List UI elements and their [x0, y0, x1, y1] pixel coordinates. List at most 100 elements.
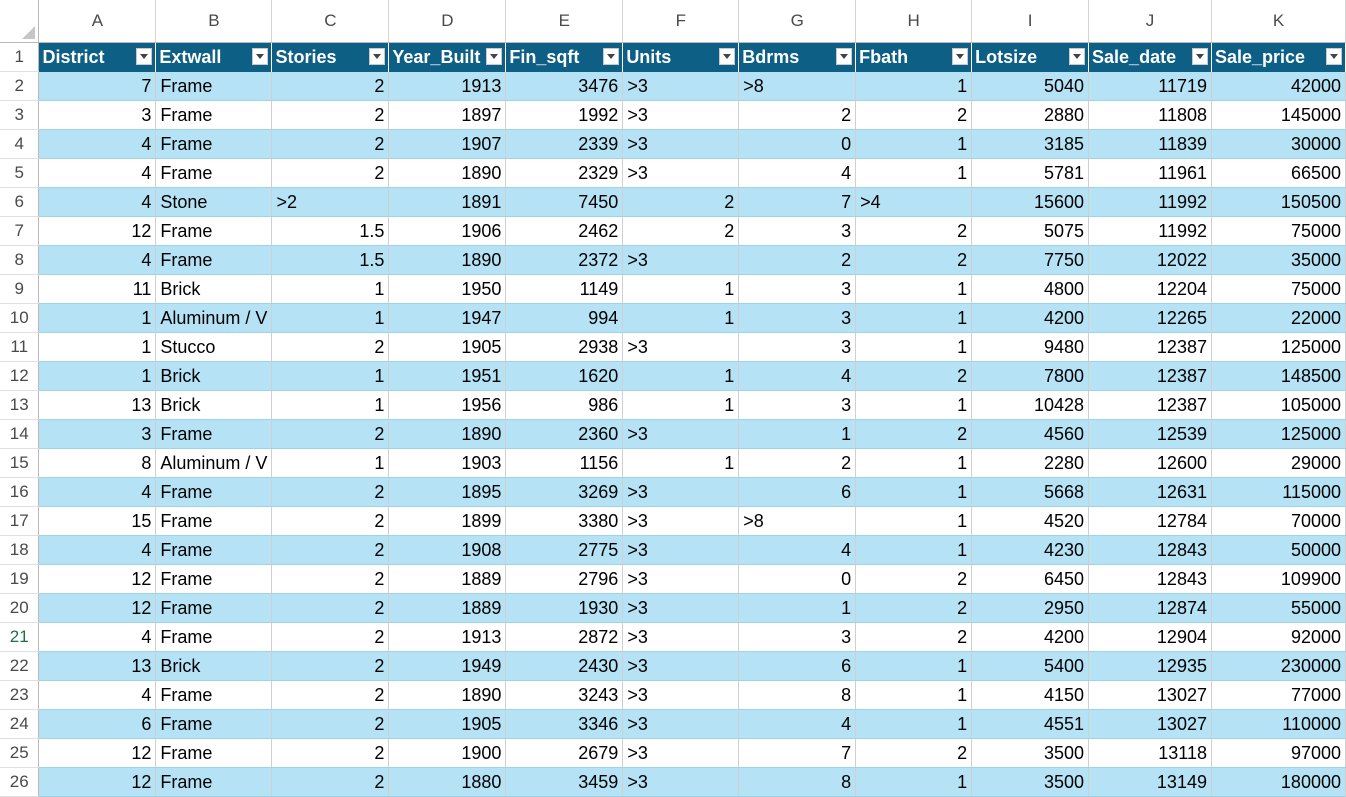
- cell-stories[interactable]: 1: [271, 390, 390, 420]
- cell-extwall[interactable]: Frame: [155, 158, 273, 188]
- cell-fin-sqft[interactable]: 7450: [505, 187, 624, 217]
- cell-sale-date[interactable]: 12843: [1088, 564, 1212, 594]
- cell-units[interactable]: 1: [622, 303, 740, 333]
- cell-extwall[interactable]: Frame: [155, 129, 273, 159]
- row-header[interactable]: 6: [0, 187, 40, 217]
- filter-dropdown-icon[interactable]: [252, 48, 269, 65]
- cell-sale-price[interactable]: 105000: [1211, 390, 1346, 420]
- cell-district[interactable]: 4: [38, 680, 157, 710]
- cell-lotsize[interactable]: 5668: [971, 477, 1090, 507]
- cell-fbath[interactable]: 1: [855, 709, 973, 739]
- cell-district[interactable]: 7: [38, 71, 157, 101]
- cell-year-built[interactable]: 1905: [388, 709, 507, 739]
- cell-fbath[interactable]: 1: [855, 71, 973, 101]
- cell-extwall[interactable]: Frame: [155, 245, 273, 275]
- cell-sale-price[interactable]: 109900: [1211, 564, 1346, 594]
- row-header[interactable]: 16: [0, 477, 40, 507]
- cell-year-built[interactable]: 1906: [388, 216, 507, 246]
- column-header-d[interactable]: D: [388, 0, 507, 43]
- cell-district[interactable]: 4: [38, 129, 157, 159]
- cell-district[interactable]: 11: [38, 274, 157, 304]
- cell-fin-sqft[interactable]: 1992: [505, 100, 624, 130]
- cell-sale-date[interactable]: 13027: [1088, 680, 1212, 710]
- cell-district[interactable]: 12: [38, 593, 157, 623]
- row-header[interactable]: 18: [0, 535, 40, 565]
- cell-lotsize[interactable]: 6450: [971, 564, 1090, 594]
- cell-units[interactable]: >3: [622, 651, 740, 681]
- cell-year-built[interactable]: 1890: [388, 158, 507, 188]
- cell-units[interactable]: 1: [622, 361, 740, 391]
- cell-district[interactable]: 12: [38, 216, 157, 246]
- cell-fbath[interactable]: 1: [855, 477, 973, 507]
- cell-stories[interactable]: 2: [271, 100, 390, 130]
- cell-stories[interactable]: 2: [271, 680, 390, 710]
- cell-stories[interactable]: >2: [271, 187, 390, 217]
- cell-stories[interactable]: 1.5: [271, 216, 390, 246]
- cell-sale-date[interactable]: 12204: [1088, 274, 1212, 304]
- cell-year-built[interactable]: 1956: [388, 390, 507, 420]
- cell-extwall[interactable]: Frame: [155, 506, 273, 536]
- cell-year-built[interactable]: 1899: [388, 506, 507, 536]
- cell-district[interactable]: 3: [38, 419, 157, 449]
- cell-units[interactable]: >3: [622, 129, 740, 159]
- cell-sale-price[interactable]: 22000: [1211, 303, 1346, 333]
- cell-year-built[interactable]: 1890: [388, 245, 507, 275]
- row-header[interactable]: 2: [0, 71, 40, 101]
- cell-units[interactable]: 1: [622, 390, 740, 420]
- cell-extwall[interactable]: Frame: [155, 71, 273, 101]
- cell-stories[interactable]: 1: [271, 448, 390, 478]
- cell-extwall[interactable]: Brick: [155, 390, 273, 420]
- cell-units[interactable]: >3: [622, 738, 740, 768]
- cell-sale-price[interactable]: 55000: [1211, 593, 1346, 623]
- cell-extwall[interactable]: Frame: [155, 622, 273, 652]
- cell-fbath[interactable]: 1: [855, 129, 973, 159]
- cell-lotsize[interactable]: 4551: [971, 709, 1090, 739]
- row-header[interactable]: 7: [0, 216, 40, 246]
- cell-extwall[interactable]: Frame: [155, 216, 273, 246]
- cell-bdrms[interactable]: 3: [738, 274, 857, 304]
- cell-sale-date[interactable]: 12874: [1088, 593, 1212, 623]
- cell-fbath[interactable]: 1: [855, 274, 973, 304]
- cell-bdrms[interactable]: 6: [738, 477, 857, 507]
- cell-lotsize[interactable]: 9480: [971, 332, 1090, 362]
- cell-units[interactable]: 1: [622, 274, 740, 304]
- cell-lotsize[interactable]: 7750: [971, 245, 1090, 275]
- cell-fin-sqft[interactable]: 3346: [505, 709, 624, 739]
- header-cell-year-built[interactable]: Year_Built: [388, 42, 507, 72]
- row-header[interactable]: 10: [0, 303, 40, 333]
- cell-stories[interactable]: 2: [271, 71, 390, 101]
- cell-units[interactable]: >3: [622, 564, 740, 594]
- cell-bdrms[interactable]: 0: [738, 129, 857, 159]
- cell-stories[interactable]: 2: [271, 419, 390, 449]
- cell-extwall[interactable]: Frame: [155, 535, 273, 565]
- cell-year-built[interactable]: 1950: [388, 274, 507, 304]
- cell-district[interactable]: 4: [38, 535, 157, 565]
- cell-units[interactable]: >3: [622, 419, 740, 449]
- cell-lotsize[interactable]: 4200: [971, 303, 1090, 333]
- cell-district[interactable]: 12: [38, 564, 157, 594]
- cell-fbath[interactable]: 1: [855, 535, 973, 565]
- cell-fin-sqft[interactable]: 2339: [505, 129, 624, 159]
- cell-fbath[interactable]: 1: [855, 506, 973, 536]
- cell-fin-sqft[interactable]: 2775: [505, 535, 624, 565]
- cell-year-built[interactable]: 1891: [388, 187, 507, 217]
- filter-dropdown-icon[interactable]: [836, 48, 853, 65]
- cell-sale-date[interactable]: 11839: [1088, 129, 1212, 159]
- cell-fbath[interactable]: 1: [855, 332, 973, 362]
- cell-lotsize[interactable]: 3500: [971, 738, 1090, 768]
- row-header[interactable]: 14: [0, 419, 40, 449]
- cell-fbath[interactable]: 2: [855, 245, 973, 275]
- header-cell-fin-sqft[interactable]: Fin_sqft: [505, 42, 624, 72]
- cell-fin-sqft[interactable]: 2872: [505, 622, 624, 652]
- row-header[interactable]: 8: [0, 245, 40, 275]
- cell-fin-sqft[interactable]: 1149: [505, 274, 624, 304]
- cell-year-built[interactable]: 1949: [388, 651, 507, 681]
- row-header[interactable]: 20: [0, 593, 40, 623]
- cell-sale-price[interactable]: 75000: [1211, 216, 1346, 246]
- cell-sale-price[interactable]: 50000: [1211, 535, 1346, 565]
- cell-fbath[interactable]: 2: [855, 593, 973, 623]
- cell-year-built[interactable]: 1895: [388, 477, 507, 507]
- cell-bdrms[interactable]: 2: [738, 100, 857, 130]
- cell-stories[interactable]: 2: [271, 477, 390, 507]
- column-header-e[interactable]: E: [505, 0, 624, 43]
